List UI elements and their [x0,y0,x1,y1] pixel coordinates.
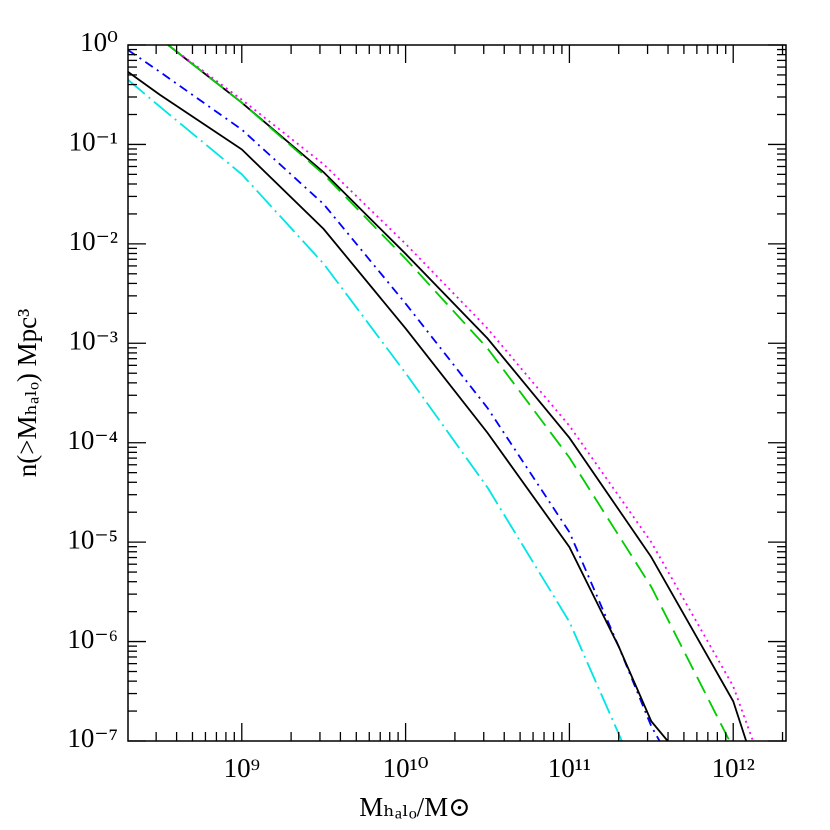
series-line [128,71,669,741]
x-tick-label: 10¹¹ [548,753,591,783]
y-tick-label: 10⁰ [80,27,118,57]
x-axis-label: Mₕₐₗₒ/M⊙ [359,792,471,822]
x-tick-label: 10⁹ [224,753,260,783]
x-tick-label: 10¹⁰ [383,753,429,783]
y-tick-label: 10⁻¹ [69,127,118,157]
x-tick-label: 10¹² [712,753,755,783]
series-line [167,45,754,741]
plot-frame [127,44,787,742]
y-tick-label: 10⁻⁷ [67,723,118,753]
y-tick-label: 10⁻⁵ [67,524,118,554]
y-tick-label: 10⁻⁶ [67,624,118,654]
y-axis-label: n(>Mₕₐₗₒ) Mpc³ [12,309,42,477]
series-line [167,45,731,741]
series-line [128,49,661,741]
y-tick-label: 10⁻⁴ [67,425,118,455]
series-line [167,45,748,741]
y-tick-label: 10⁻³ [69,325,118,355]
y-tick-label: 10⁻² [69,226,118,256]
plot-area [128,45,754,741]
